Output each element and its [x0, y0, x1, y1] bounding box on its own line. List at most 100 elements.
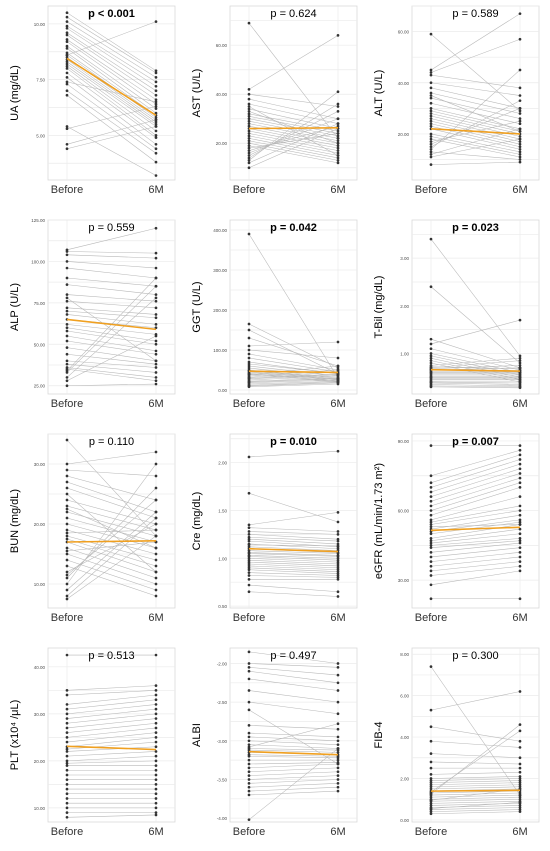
pair-line [248, 380, 339, 385]
pair-line [430, 528, 521, 541]
point-before [65, 352, 69, 356]
y-tick-label: 25.00 [34, 384, 46, 389]
point-before [247, 731, 251, 735]
x-tick-label: 6M [330, 184, 345, 196]
point-6m [154, 122, 158, 126]
point-6m [518, 810, 522, 813]
point-before [65, 334, 69, 338]
pair-line [430, 809, 521, 812]
point-6m [518, 472, 522, 475]
y-axis-label: BUN (mg/dL) [9, 489, 21, 553]
point-before [247, 322, 251, 326]
point-before [429, 32, 433, 36]
point-6m [154, 510, 158, 514]
x-tick-label: 6M [148, 826, 163, 838]
point-before [247, 558, 251, 562]
pair-line [248, 22, 339, 139]
point-before [429, 86, 433, 90]
pair-line [248, 103, 339, 124]
x-tick-label: Before [233, 398, 265, 410]
point-6m [154, 797, 158, 800]
pair-line [66, 335, 157, 352]
point-6m [518, 444, 522, 447]
point-6m [336, 90, 340, 94]
point-before [65, 376, 69, 379]
point-before [65, 438, 69, 442]
point-before [65, 250, 69, 253]
point-before [247, 144, 251, 148]
y-tick-label: 300.00 [213, 268, 227, 273]
point-before [429, 537, 433, 540]
pair-line [248, 375, 339, 381]
point-6m [154, 147, 158, 151]
point-6m [336, 340, 340, 344]
mean-line [66, 540, 157, 543]
pair-line [248, 565, 339, 571]
pair-line [66, 708, 157, 719]
point-6m [154, 89, 158, 93]
point-6m [336, 568, 340, 572]
pair-line [248, 546, 339, 551]
point-before [65, 480, 69, 484]
pair-line [430, 538, 521, 546]
point-before [247, 545, 251, 549]
pair-line [248, 106, 339, 156]
point-6m [518, 112, 522, 115]
pair-line [248, 736, 339, 742]
x-tick-label: 6M [512, 398, 527, 410]
point-before [65, 127, 69, 131]
y-tick-label: 4.00 [400, 735, 409, 740]
pair-line [430, 505, 521, 523]
point-before [429, 73, 433, 77]
point-before [247, 141, 251, 145]
point-6m [154, 376, 158, 379]
pair-line [248, 369, 339, 377]
point-before [429, 109, 433, 113]
point-6m [518, 546, 522, 550]
point-before [429, 544, 433, 547]
x-tick-label: 6M [148, 398, 163, 410]
pair-line [430, 449, 521, 477]
point-6m [154, 102, 158, 106]
point-6m [154, 120, 158, 124]
y-axis-label: AST (U/L) [191, 69, 203, 118]
point-before [65, 759, 69, 763]
y-tick-label: 60.00 [216, 43, 228, 48]
point-6m [154, 712, 158, 716]
pair-line [430, 521, 521, 535]
pair-line [430, 784, 521, 788]
point-6m [518, 781, 522, 784]
point-before [65, 806, 69, 810]
pair-line [248, 118, 339, 154]
p-value: p = 0.624 [270, 8, 316, 20]
point-before [429, 354, 433, 358]
p-value: p = 0.497 [270, 650, 316, 662]
point-6m [518, 359, 522, 362]
point-before [429, 787, 433, 791]
point-before [247, 151, 251, 155]
point-6m [336, 566, 340, 570]
point-before [65, 362, 69, 366]
point-before [247, 154, 251, 157]
y-tick-label: 400.00 [213, 228, 227, 233]
y-tick-label: 0.50 [218, 604, 227, 609]
point-before [247, 352, 251, 356]
point-6m [336, 789, 340, 793]
p-value: p = 0.010 [270, 436, 317, 448]
point-before [429, 555, 433, 559]
pair-line [248, 543, 339, 549]
point-6m [336, 159, 340, 162]
point-6m [154, 707, 158, 711]
pair-line [430, 353, 521, 373]
pair-line [66, 814, 157, 818]
point-6m [518, 793, 522, 797]
mean-line [430, 789, 521, 792]
pair-line [430, 761, 521, 765]
point-6m [518, 140, 522, 143]
pair-line [430, 366, 521, 370]
point-before [65, 147, 69, 151]
point-before [65, 474, 69, 478]
point-6m [154, 379, 158, 383]
point-6m [336, 144, 340, 148]
pair-line [248, 372, 339, 382]
